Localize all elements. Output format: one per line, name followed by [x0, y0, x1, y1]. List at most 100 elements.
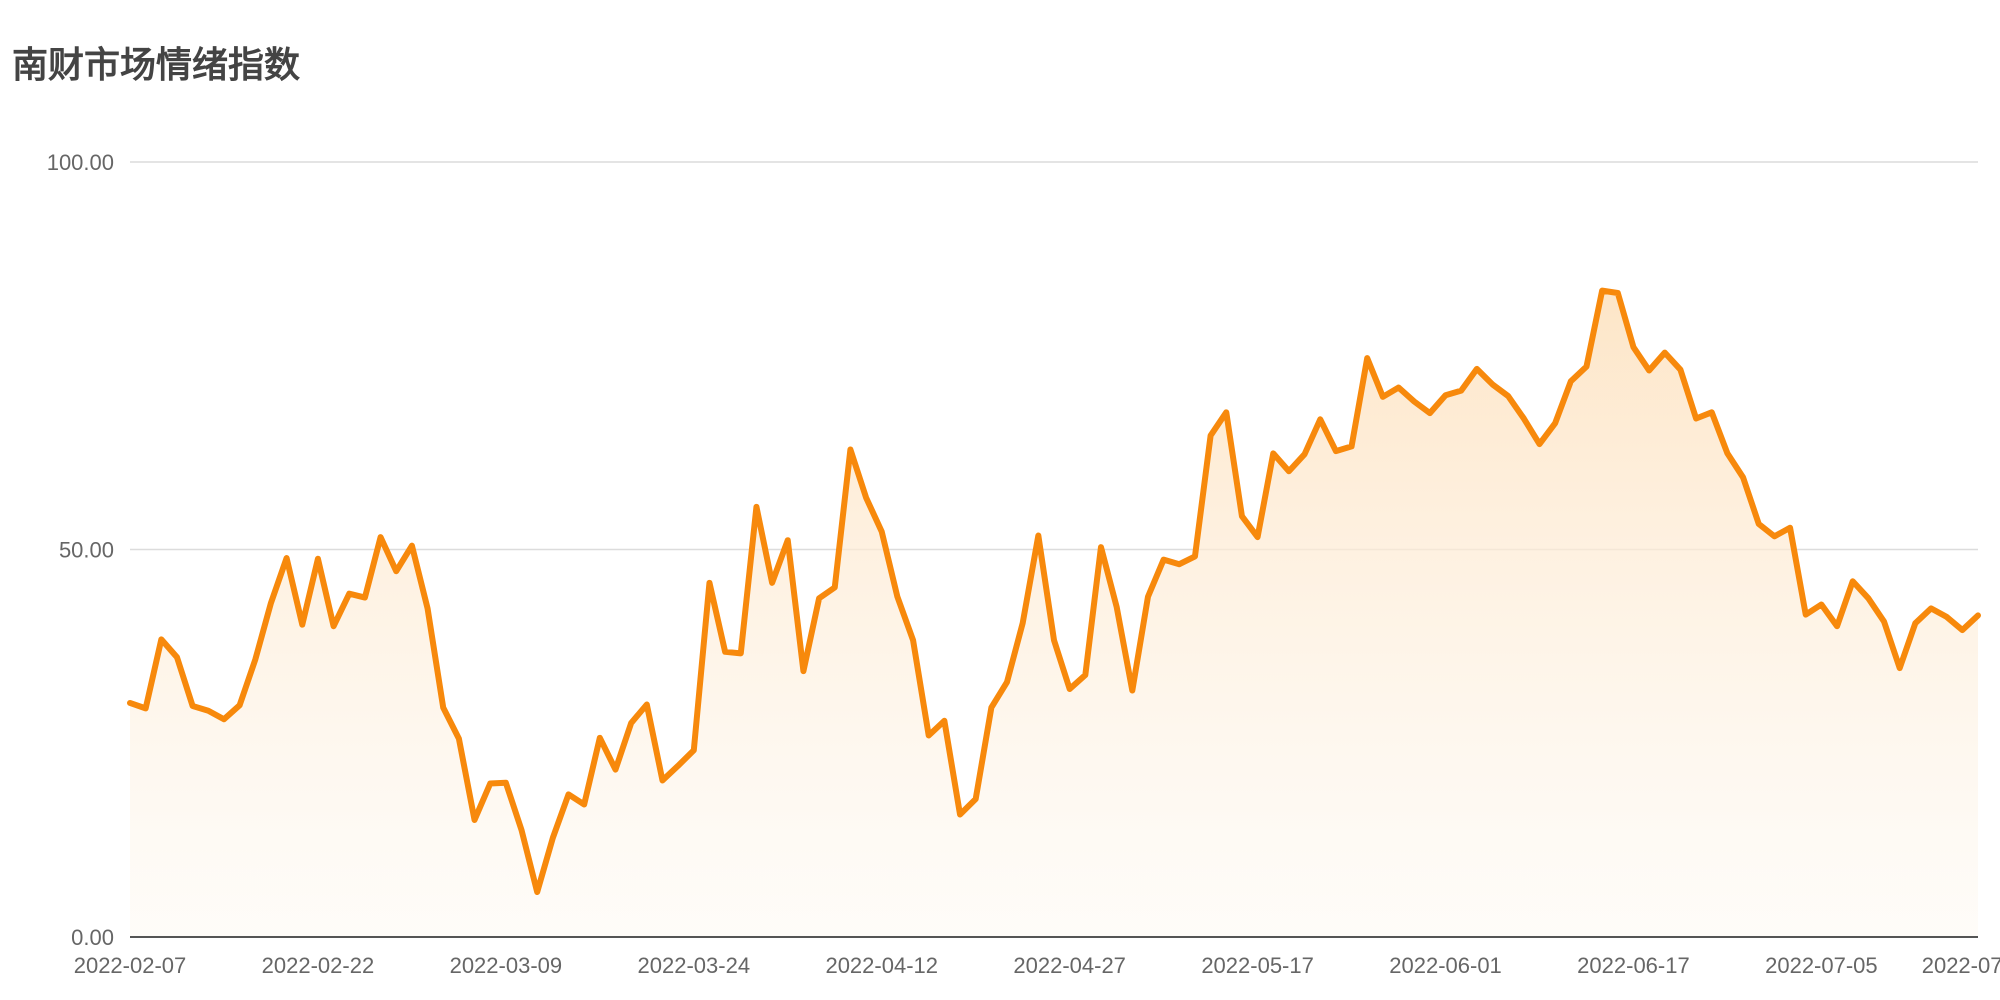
y-tick-label: 0.00 — [71, 925, 114, 950]
data-point — [174, 654, 180, 660]
data-point — [1662, 350, 1668, 356]
y-tick-label: 100.00 — [47, 150, 114, 175]
data-point — [1098, 544, 1104, 550]
data-point — [1380, 394, 1386, 400]
data-point — [1051, 637, 1057, 643]
data-point — [362, 595, 368, 601]
data-point — [1771, 533, 1777, 539]
data-point — [315, 556, 321, 562]
data-point — [816, 595, 822, 601]
data-point — [1176, 561, 1182, 567]
data-point — [753, 504, 759, 510]
x-tick-label: 2022-02-22 — [262, 953, 375, 978]
data-point — [284, 555, 290, 561]
data-point — [879, 529, 885, 535]
data-point — [1458, 388, 1464, 394]
data-point — [1850, 578, 1856, 584]
data-point — [941, 718, 947, 724]
data-point — [237, 702, 243, 708]
data-point — [1630, 344, 1636, 350]
data-point — [644, 702, 650, 708]
data-point — [1803, 612, 1809, 618]
data-point — [1427, 410, 1433, 416]
data-point — [1129, 688, 1135, 694]
data-point — [894, 594, 900, 600]
data-point — [581, 801, 587, 807]
data-point — [1865, 595, 1871, 601]
data-point — [268, 600, 274, 606]
data-point — [190, 703, 196, 709]
area-fill — [130, 290, 1978, 937]
data-point — [675, 763, 681, 769]
data-point — [331, 623, 337, 629]
data-point — [910, 637, 916, 643]
data-point — [1646, 367, 1652, 373]
data-point — [769, 580, 775, 586]
data-point — [252, 657, 258, 663]
x-tick-label: 2022-07-20 — [1922, 953, 2000, 978]
data-point — [832, 584, 838, 590]
data-point — [1035, 533, 1041, 539]
data-point — [472, 817, 478, 823]
data-point — [1411, 398, 1417, 404]
y-tick-label: 50.00 — [59, 538, 114, 563]
data-point — [926, 733, 932, 739]
data-point — [1192, 553, 1198, 559]
line-series — [127, 287, 1981, 896]
data-point — [1881, 619, 1887, 625]
data-point — [1521, 416, 1527, 422]
data-point — [1787, 525, 1793, 531]
data-point — [1490, 381, 1496, 387]
area-series — [130, 290, 1978, 937]
data-point — [1693, 416, 1699, 422]
data-point — [393, 568, 399, 574]
data-point — [503, 780, 509, 786]
data-point — [1114, 604, 1120, 610]
data-point — [205, 708, 211, 714]
data-point — [1599, 288, 1605, 294]
x-tick-label: 2022-02-07 — [74, 953, 187, 978]
data-point — [988, 705, 994, 711]
data-point — [863, 495, 869, 501]
data-point — [847, 447, 853, 453]
data-point — [1396, 385, 1402, 391]
data-point — [1756, 521, 1762, 527]
data-point — [566, 791, 572, 797]
data-point — [628, 720, 634, 726]
data-point — [378, 534, 384, 540]
y-axis-labels: 0.00 50.00 100.00 — [47, 150, 114, 950]
data-point — [1286, 468, 1292, 474]
data-point — [346, 591, 352, 597]
data-point — [1082, 672, 1088, 678]
data-point — [299, 622, 305, 628]
data-point — [158, 636, 164, 642]
data-point — [722, 649, 728, 655]
data-point — [456, 736, 462, 742]
data-point — [1161, 557, 1167, 563]
data-point — [973, 796, 979, 802]
data-point — [1208, 433, 1214, 439]
data-point — [785, 537, 791, 543]
data-point — [1552, 420, 1558, 426]
data-point — [1944, 614, 1950, 620]
x-tick-label: 2022-07-05 — [1765, 953, 1878, 978]
data-point — [1145, 594, 1151, 600]
x-tick-label: 2022-03-09 — [450, 953, 563, 978]
data-point — [1443, 392, 1449, 398]
data-point — [409, 543, 415, 549]
data-point — [1912, 620, 1918, 626]
chart-title: 南财市场情绪指数 — [12, 45, 301, 86]
data-point — [1067, 686, 1073, 692]
data-point — [1270, 450, 1276, 456]
data-point — [519, 827, 525, 833]
series-line — [127, 287, 1981, 896]
data-point — [1677, 367, 1683, 373]
data-point — [1568, 378, 1574, 384]
data-point — [738, 650, 744, 656]
data-point — [1536, 441, 1542, 447]
data-point — [550, 835, 556, 841]
data-point — [1505, 393, 1511, 399]
data-point — [1239, 513, 1245, 519]
data-point — [143, 705, 149, 711]
